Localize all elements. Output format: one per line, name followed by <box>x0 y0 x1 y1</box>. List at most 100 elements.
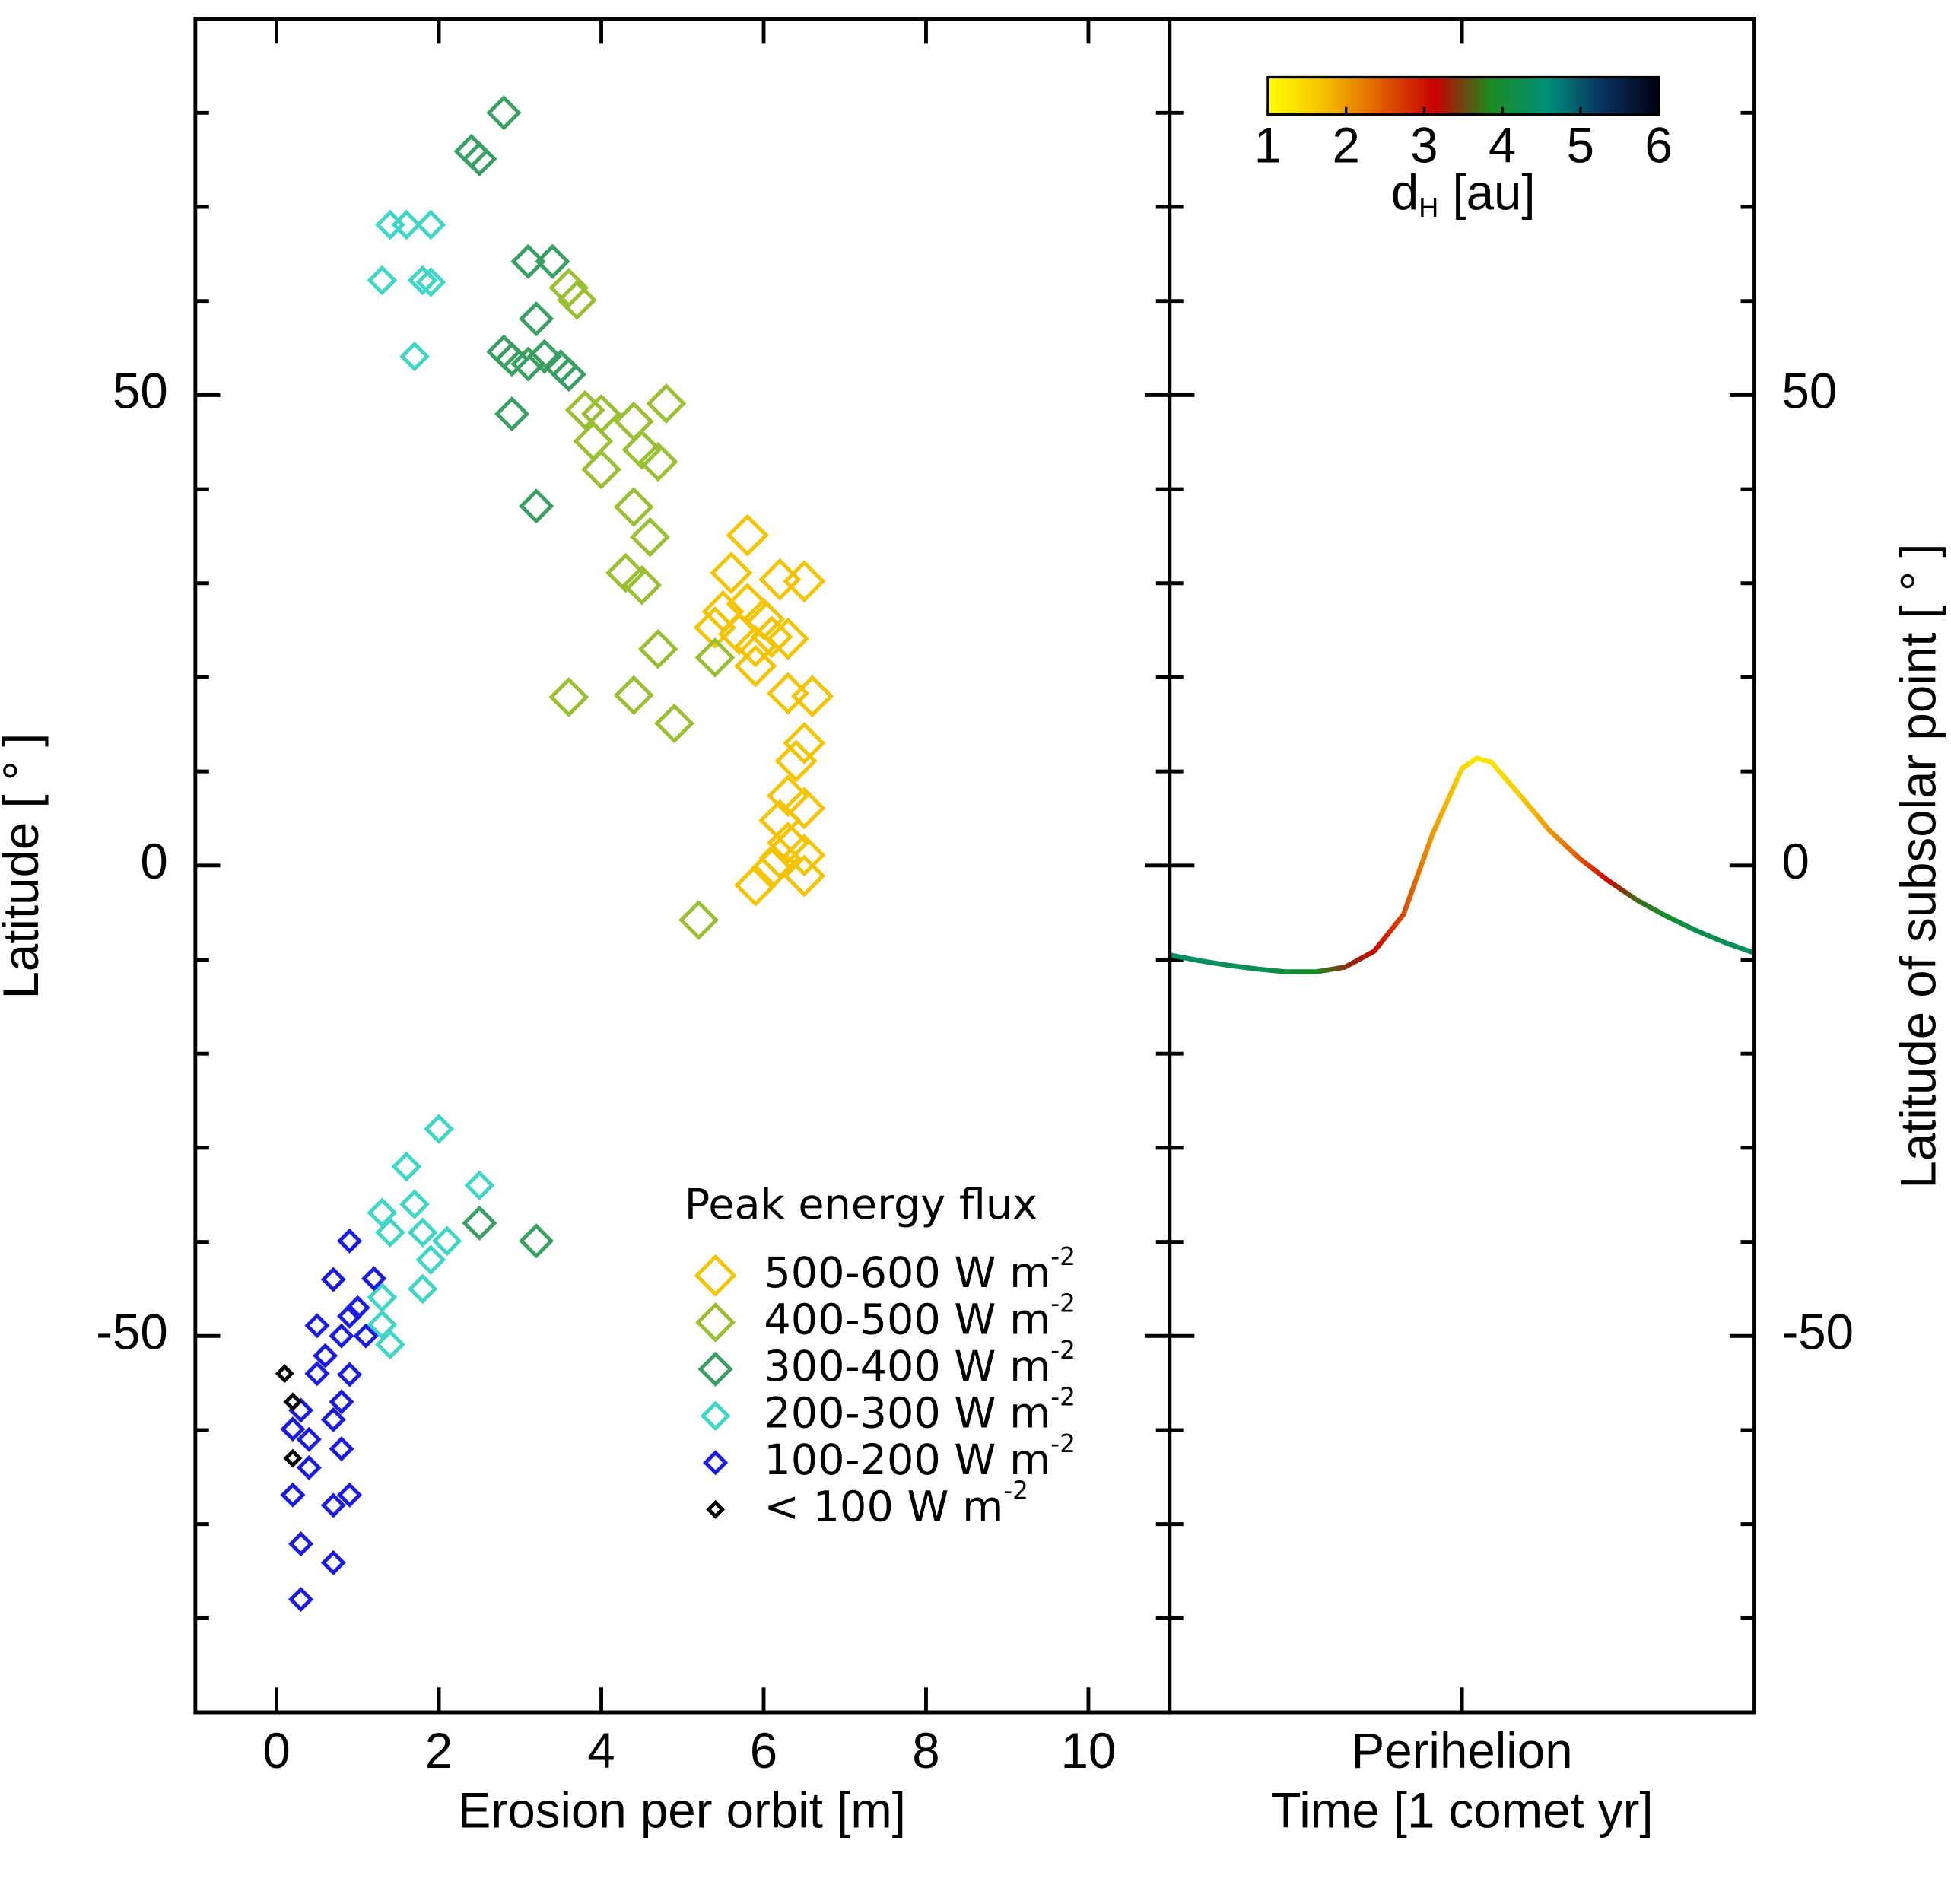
data-point <box>375 1329 405 1360</box>
data-point <box>621 429 663 470</box>
legend-label: 400-500 W m-2 <box>764 1289 1075 1344</box>
data-point <box>774 739 818 783</box>
data-point <box>399 341 430 372</box>
y-axis-label: Latitude [ ° ] <box>0 733 49 1000</box>
data-point <box>678 900 719 940</box>
x-tick-label: 6 <box>750 1723 777 1778</box>
y-tick-label: -50 <box>1782 1305 1854 1360</box>
legend-label: 100-200 W m-2 <box>764 1429 1075 1485</box>
legend-name: 100-200 W m <box>764 1435 1050 1485</box>
data-point <box>519 488 554 524</box>
data-point <box>296 1426 322 1452</box>
colorbar-label-unit: [au] <box>1438 165 1535 221</box>
x-axis-label: Time [1 comet yr] <box>1271 1782 1654 1838</box>
data-point <box>464 1170 495 1201</box>
data-line <box>1169 755 1756 974</box>
data-point <box>519 1223 554 1259</box>
y2-axis-label: Latitude of subsolar point [ ° ] <box>1891 544 1946 1189</box>
data-point <box>767 617 810 660</box>
data-point <box>407 1273 438 1305</box>
data-point <box>375 1217 405 1248</box>
data-point <box>734 863 777 907</box>
data-point <box>415 267 446 297</box>
data-point <box>783 560 826 603</box>
data-point <box>734 644 777 688</box>
colorbar-tick-label: 3 <box>1410 118 1438 173</box>
data-point <box>462 1205 497 1241</box>
data-point <box>399 1189 430 1219</box>
data-point <box>367 1197 398 1229</box>
data-point <box>320 1407 346 1432</box>
legend-unit-sup: -2 <box>1050 1382 1076 1411</box>
legend-unit-sup: -2 <box>1050 1429 1076 1458</box>
data-point <box>329 1436 354 1462</box>
data-point <box>407 1217 438 1248</box>
data-point <box>353 1323 379 1349</box>
y-tick-label: -50 <box>96 1305 168 1360</box>
colorbar-tick-label: 5 <box>1567 118 1594 173</box>
colorbar-tick-label: 6 <box>1644 118 1672 173</box>
data-point <box>557 280 597 320</box>
data-point <box>337 1482 363 1508</box>
data-point <box>526 339 562 374</box>
data-point <box>767 672 810 715</box>
data-point <box>304 1313 330 1339</box>
legend-unit-sup: -2 <box>1050 1336 1076 1365</box>
legend-name: 200-300 W m <box>764 1388 1050 1438</box>
legend-unit-sup: -2 <box>1050 1289 1076 1318</box>
data-point <box>637 628 678 669</box>
x-axis-label: Erosion per orbit [m] <box>458 1782 906 1838</box>
legend-name: 500-600 W m <box>764 1248 1050 1298</box>
data-point <box>726 513 769 557</box>
y-tick-label: 0 <box>140 834 167 889</box>
legend-marker <box>706 1499 726 1519</box>
data-point <box>551 357 586 393</box>
x-tick-label: 4 <box>587 1723 615 1778</box>
data-point <box>304 1361 330 1387</box>
data-point <box>621 564 663 606</box>
data-point <box>375 209 405 240</box>
legend-marker <box>703 1450 729 1476</box>
data-point <box>320 1267 346 1292</box>
data-point <box>288 1531 314 1557</box>
data-point <box>564 389 605 431</box>
colorbar-label: dH [au] <box>1391 165 1536 223</box>
data-point <box>791 675 834 718</box>
legend-unit-sup: -2 <box>1003 1476 1028 1505</box>
colorbar-tick-label: 2 <box>1332 118 1359 173</box>
colorbar-label-sub: H <box>1419 191 1438 222</box>
data-point <box>329 1389 354 1415</box>
data-point <box>337 1362 363 1387</box>
x-tick-label: 0 <box>262 1723 290 1778</box>
data-point <box>613 675 654 716</box>
legend-marker <box>697 1351 733 1387</box>
data-point <box>367 1309 398 1340</box>
y-tick-label: 0 <box>1782 834 1810 889</box>
data-point <box>710 551 753 595</box>
data-point <box>280 1482 306 1508</box>
data-point <box>510 346 546 382</box>
data-point <box>767 774 810 818</box>
data-point <box>637 441 678 482</box>
colorbar <box>1266 75 1660 116</box>
data-point <box>510 243 546 279</box>
data-point <box>280 1416 306 1442</box>
legend-label: 500-600 W m-2 <box>764 1242 1075 1298</box>
data-point <box>288 1397 314 1423</box>
x-tick-label: 10 <box>1061 1723 1117 1778</box>
data-point <box>361 1266 387 1292</box>
data-point <box>581 449 621 490</box>
data-point <box>320 1492 346 1518</box>
data-point <box>391 209 422 240</box>
data-point <box>367 265 398 296</box>
colorbar-tick-label: 1 <box>1254 118 1282 173</box>
data-point <box>431 1225 462 1257</box>
data-point <box>486 95 522 131</box>
legend-marker <box>694 1254 737 1297</box>
legend-name: < 100 W m <box>764 1482 1003 1531</box>
data-point <box>783 854 826 898</box>
data-point <box>605 552 646 593</box>
data-point <box>783 834 826 877</box>
legend-name: 300-400 W m <box>764 1342 1050 1391</box>
